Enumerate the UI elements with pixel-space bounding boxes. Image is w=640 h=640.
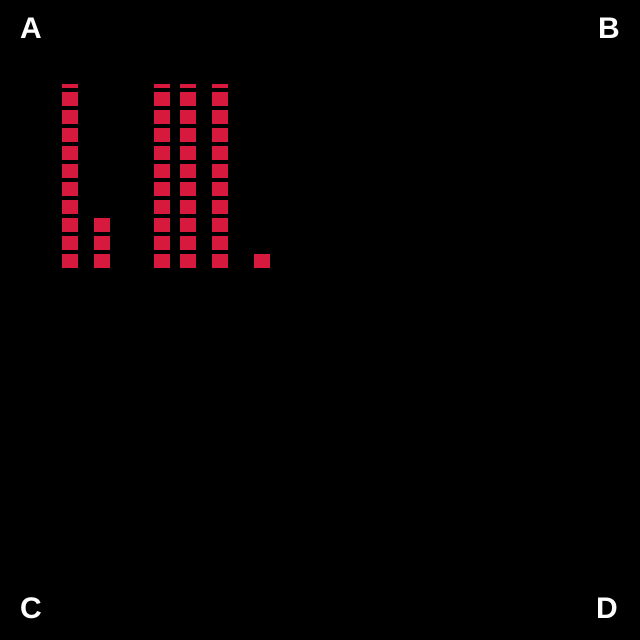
unit-cell xyxy=(178,216,198,234)
unit-cell xyxy=(178,198,198,216)
unit-cell xyxy=(178,126,198,144)
unit-cell xyxy=(178,234,198,252)
unit-cap xyxy=(178,82,198,90)
unit-cap xyxy=(60,82,80,90)
unit-cell xyxy=(152,234,172,252)
unit-cell xyxy=(152,252,172,270)
unit-cell xyxy=(60,234,80,252)
bar-column xyxy=(210,82,230,270)
unit-cell xyxy=(210,90,230,108)
unit-cell xyxy=(178,108,198,126)
corner-label-b: B xyxy=(598,12,620,46)
bar-column xyxy=(152,82,172,270)
unit-cell xyxy=(210,216,230,234)
bar-column xyxy=(92,216,112,270)
unit-cell xyxy=(60,144,80,162)
unit-cell xyxy=(60,216,80,234)
unit-cell xyxy=(152,108,172,126)
bar-column xyxy=(178,82,198,270)
unit-cell xyxy=(152,198,172,216)
unit-cell xyxy=(60,162,80,180)
corner-label-d: D xyxy=(596,592,618,626)
corner-label-c: C xyxy=(20,592,42,626)
bar-column xyxy=(60,82,80,270)
unit-cell xyxy=(152,162,172,180)
unit-cell xyxy=(60,180,80,198)
unit-cell xyxy=(152,144,172,162)
unit-cell xyxy=(152,126,172,144)
unit-cell xyxy=(178,252,198,270)
unit-cell xyxy=(60,252,80,270)
unit-cell xyxy=(178,90,198,108)
unit-cell xyxy=(178,144,198,162)
unit-cell xyxy=(210,144,230,162)
corner-label-a: A xyxy=(20,12,42,46)
unit-cell xyxy=(178,180,198,198)
unit-cell xyxy=(152,90,172,108)
unit-cell xyxy=(210,126,230,144)
unit-cell xyxy=(210,198,230,216)
unit-cell xyxy=(210,108,230,126)
unit-cell xyxy=(252,252,272,270)
unit-cell xyxy=(92,252,112,270)
unit-cell xyxy=(210,162,230,180)
bar-column xyxy=(252,252,272,270)
unit-cell xyxy=(178,162,198,180)
unit-cell xyxy=(60,198,80,216)
unit-cap xyxy=(210,82,230,90)
unit-cell xyxy=(60,90,80,108)
stage: A B C D xyxy=(0,0,640,640)
unit-cell xyxy=(92,234,112,252)
unit-cell xyxy=(60,108,80,126)
unit-cell xyxy=(60,126,80,144)
unit-cell xyxy=(210,252,230,270)
unit-cell xyxy=(152,216,172,234)
unit-cell xyxy=(92,216,112,234)
unit-cell xyxy=(152,180,172,198)
unit-cell xyxy=(210,234,230,252)
unit-cell xyxy=(210,180,230,198)
unit-cap xyxy=(152,82,172,90)
